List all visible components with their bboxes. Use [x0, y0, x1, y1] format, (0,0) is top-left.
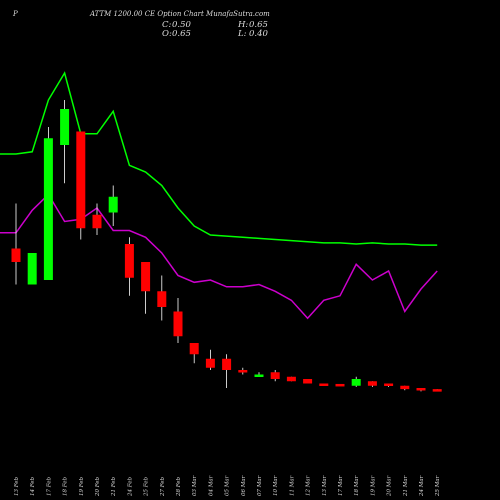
candle-body-down — [286, 376, 296, 382]
candle — [11, 203, 21, 285]
candle-body-down — [222, 358, 232, 370]
candle — [319, 383, 329, 386]
candlesticks — [11, 100, 442, 392]
candle-body-down — [76, 131, 86, 229]
close-value: 0.50 — [172, 20, 192, 30]
candle-body-down — [205, 358, 215, 368]
candle — [189, 343, 199, 364]
candle-body-down — [189, 343, 199, 355]
ma-fast-line — [0, 71, 438, 246]
open-label: O: — [162, 29, 172, 39]
date-label: 04 Mar — [208, 475, 214, 496]
open-value: 0.65 — [172, 29, 191, 39]
candle-body-up — [254, 374, 264, 377]
high-value: 0.65 — [249, 20, 268, 30]
date-label: 17 Feb — [46, 476, 52, 496]
candle-body-down — [432, 389, 442, 392]
candle — [43, 127, 53, 280]
date-label: 18 Mar — [354, 475, 360, 496]
ma-slow-line — [0, 193, 438, 320]
candle-body-down — [303, 379, 313, 384]
candle — [367, 381, 377, 387]
candle-body-down — [319, 383, 329, 386]
candle-body-down — [11, 248, 21, 262]
candle-body-down — [384, 383, 394, 386]
candle-body-down — [400, 385, 410, 390]
candle — [384, 383, 394, 387]
candle — [400, 385, 410, 391]
date-label: 27 Feb — [160, 476, 166, 497]
date-label: 18 Feb — [63, 476, 69, 496]
candle-body-down — [157, 291, 167, 307]
candle — [432, 389, 442, 392]
date-label: 17 Mar — [338, 475, 344, 496]
low-value: 0.40 — [249, 29, 269, 39]
date-label: 14 Feb — [30, 476, 36, 496]
candle-body-up — [108, 196, 118, 213]
chart-title: ATTM 1200.00 CE Option Chart MunafaSutra… — [89, 10, 270, 18]
candle — [108, 185, 118, 226]
date-label: 03 Mar — [192, 475, 198, 496]
date-label: 19 Mar — [370, 475, 376, 496]
date-label: 24 Feb — [127, 476, 133, 497]
candle-body-down — [141, 262, 151, 292]
date-label: 13 Feb — [14, 476, 20, 496]
candle-body-down — [335, 383, 345, 387]
date-label: 06 Mar — [241, 475, 247, 496]
high-label: H: — [237, 20, 248, 30]
candle — [335, 383, 345, 387]
candle — [157, 275, 167, 321]
candle-body-down — [416, 388, 426, 391]
candle — [351, 376, 361, 387]
candle-body-up — [60, 109, 70, 145]
candle-body-down — [92, 214, 102, 229]
date-label: 10 Mar — [273, 475, 279, 496]
candle-body-down — [173, 311, 183, 337]
candle — [270, 370, 280, 382]
date-label: 11 Mar — [289, 475, 295, 496]
candle-body-down — [367, 381, 377, 386]
date-label: 21 Feb — [111, 476, 117, 497]
candle-body-down — [238, 370, 248, 373]
candle — [124, 237, 134, 296]
close-label: C: — [162, 20, 172, 30]
candle — [60, 100, 70, 184]
candle — [254, 372, 264, 377]
symbol-label: P — [12, 10, 18, 18]
date-label: 05 Mar — [225, 475, 231, 496]
candle — [76, 131, 86, 240]
candle-body-up — [43, 138, 53, 280]
candle — [238, 367, 248, 375]
candle-body-down — [124, 244, 134, 278]
candle-body-up — [351, 379, 361, 386]
moving-average-lines — [0, 71, 438, 320]
date-label: 13 Mar — [322, 475, 328, 496]
date-label: 21 Mar — [403, 475, 409, 497]
candle — [205, 349, 215, 370]
candle-body-down — [270, 372, 280, 379]
candle — [27, 253, 37, 285]
date-label: 07 Mar — [257, 475, 263, 496]
candle — [416, 388, 426, 392]
date-label: 24 Mar — [419, 475, 425, 497]
candle — [92, 203, 102, 235]
date-label: 25 Feb — [144, 476, 150, 497]
date-label: 20 Feb — [95, 476, 101, 497]
date-label: 25 Mar — [435, 475, 441, 497]
candle — [286, 376, 296, 382]
date-label: 19 Feb — [79, 476, 85, 496]
date-axis-labels: 13 Feb 14 Feb 17 Feb 18 Feb 19 Feb 20 Feb 21 F… — [14, 475, 441, 497]
date-label: 12 Mar — [306, 475, 312, 496]
date-label: 20 Mar — [387, 475, 393, 497]
candle — [222, 354, 232, 388]
low-label: L: — [237, 29, 247, 39]
candle-body-up — [27, 253, 37, 285]
candle — [141, 262, 151, 314]
date-label: 28 Feb — [176, 476, 182, 497]
candle — [303, 379, 313, 384]
candle — [173, 298, 183, 343]
